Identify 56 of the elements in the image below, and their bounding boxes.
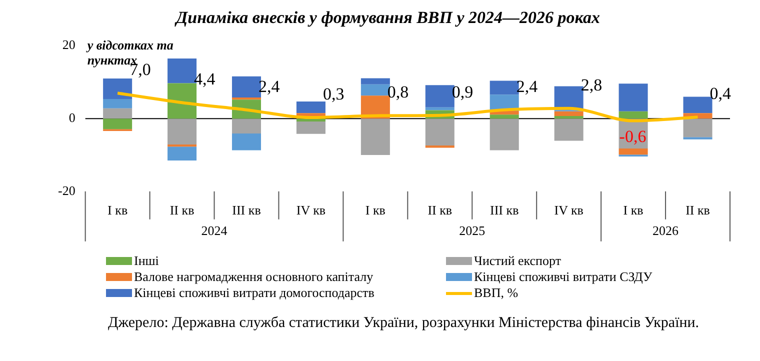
bar [296, 101, 326, 114]
bar [618, 111, 648, 119]
text: 2026 [652, 222, 680, 238]
bar [296, 122, 326, 134]
x-tick-label: I кв [108, 202, 128, 218]
legend-label: Інші [134, 253, 159, 269]
bar [554, 118, 584, 141]
bar [490, 80, 519, 95]
bar [168, 118, 197, 144]
x-tick-label: I кв [623, 202, 644, 218]
x-tick-label: II кв [170, 202, 194, 218]
bar [425, 85, 454, 108]
x-tick-label: IV кв [296, 202, 326, 218]
x-tick-label: III кв [232, 202, 261, 218]
bar [103, 118, 132, 130]
legend-label: ВВП, % [474, 285, 518, 301]
text: 2024 [201, 222, 228, 238]
legend-label: Кінцеві споживчі витрати домогосподарств [134, 285, 374, 301]
bar [168, 144, 197, 147]
data-label: 0,4 [710, 84, 732, 104]
bar [360, 118, 390, 155]
bar [232, 97, 261, 100]
legend-label: Кінцеві споживчі витрати СЗДУ [474, 269, 652, 285]
data-label: 0,3 [322, 84, 344, 104]
legend-label: Валове нагромадження основного капіталу [134, 269, 374, 285]
y-tick-label: -20 [58, 182, 76, 198]
bar [360, 84, 390, 96]
x-tick-label: I кв [365, 202, 386, 218]
x-tick-label: II кв [686, 202, 710, 218]
bar [425, 118, 454, 146]
bar [618, 84, 648, 112]
bar [360, 78, 390, 84]
bar [683, 118, 712, 138]
bar [490, 114, 519, 119]
chart-title: Динаміка внесків у формування ВВП у 2024—2026 роках [174, 8, 601, 28]
bar [490, 118, 519, 150]
bar [103, 98, 132, 108]
bar [554, 116, 584, 119]
legend-label: Чистий експорт [474, 253, 562, 269]
text: Джерело: Державна служба статистики України, розрахунки Міністерства фінансів України. [107, 315, 700, 332]
y-tick-label: 20 [62, 37, 76, 52]
data-label: 2,8 [580, 75, 602, 94]
bar [103, 78, 132, 99]
bar [618, 148, 648, 155]
bar [232, 76, 261, 98]
x-tick-label: IV кв [554, 202, 584, 218]
data-label: -0,6 [619, 126, 646, 146]
x-tick-label: III кв [490, 202, 519, 218]
bar [554, 111, 584, 116]
x-tick-label: II кв [428, 202, 452, 218]
y-tick-label: 0 [68, 110, 76, 126]
bar [232, 118, 261, 134]
bar [168, 146, 197, 160]
bar [232, 134, 261, 150]
text: 2025 [459, 222, 486, 238]
bar [103, 108, 132, 119]
